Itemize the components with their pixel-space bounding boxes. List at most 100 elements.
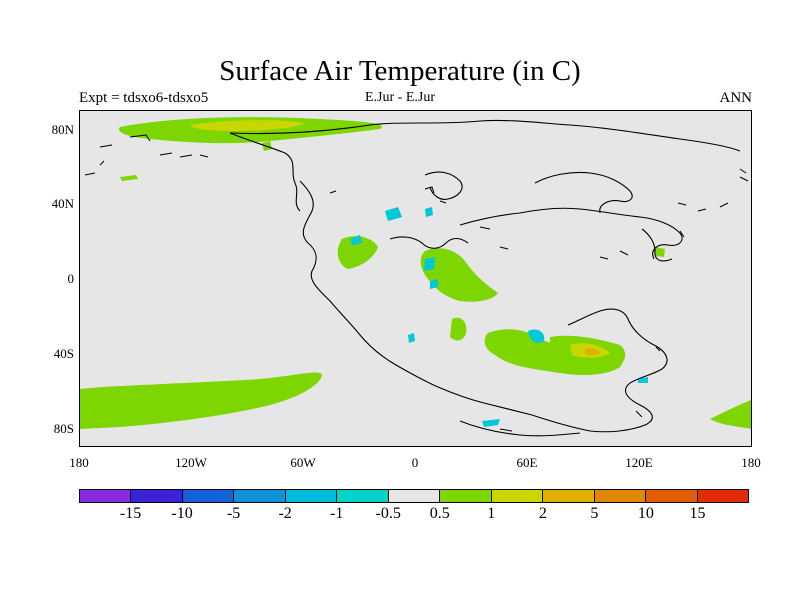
east-asia-patch xyxy=(655,247,665,257)
coast-tethys xyxy=(459,207,683,260)
southeast-band xyxy=(710,399,751,429)
cyan-patch-7 xyxy=(482,419,500,427)
island-23 xyxy=(499,428,513,432)
colorbar-label-5: -0.5 xyxy=(375,505,401,522)
colorbar-box-10 xyxy=(594,490,647,502)
island-10 xyxy=(439,200,447,204)
coast-north-america-east xyxy=(229,132,301,212)
island-20 xyxy=(739,176,749,182)
anomaly-orange-regions xyxy=(585,348,600,356)
colorbar-box-2 xyxy=(182,490,235,502)
southern-orange-core xyxy=(585,348,600,356)
cyan-patch-2 xyxy=(425,207,433,217)
colorbar-label-11: 15 xyxy=(689,505,706,522)
island-6 xyxy=(84,172,96,176)
colorbar-label-10: 10 xyxy=(637,505,654,522)
colorbar-box-5 xyxy=(337,490,389,502)
lon-tick-180w: 180 xyxy=(69,455,89,470)
coast-east-asia xyxy=(641,228,673,262)
colorbar-label-2: -5 xyxy=(226,505,241,522)
lat-tick-80n: 80N xyxy=(51,122,74,137)
coast-pangea-south xyxy=(531,308,668,433)
anomaly-green-regions xyxy=(80,117,751,429)
lon-tick-0: 0 xyxy=(411,455,419,470)
lon-tick-60w: 60W xyxy=(290,455,316,470)
central-patch xyxy=(337,236,378,269)
island-1 xyxy=(99,144,113,148)
colorbar-box-6 xyxy=(388,490,441,502)
island-3 xyxy=(159,152,173,156)
cyan-patch-9 xyxy=(430,279,438,289)
lon-tick-180e: 180 xyxy=(741,455,761,470)
colorbar-label-1: -10 xyxy=(171,505,193,522)
coast-pangea-west xyxy=(299,180,533,416)
cyan-patch-1 xyxy=(385,207,402,221)
colorbar-label-9: 5 xyxy=(590,505,599,522)
islands xyxy=(84,134,749,432)
island-7 xyxy=(99,160,105,166)
coast-gulf xyxy=(389,236,469,249)
island-15 xyxy=(719,202,729,208)
coast-antarctic-rim xyxy=(459,420,581,437)
colorbar-box-1 xyxy=(131,490,183,502)
plot-title: Surface Air Temperature (in C) xyxy=(219,55,581,87)
coast-interior-north xyxy=(424,171,463,200)
lat-tick-80s: 80S xyxy=(53,421,74,436)
anomaly-yellow-regions xyxy=(190,120,610,358)
map-svg xyxy=(80,117,751,437)
island-8 xyxy=(329,190,337,194)
colorbar xyxy=(79,489,749,503)
colorbar-box-11 xyxy=(646,490,698,502)
lon-tick-60e: 60E xyxy=(516,455,538,470)
island-18 xyxy=(619,250,629,256)
colorbar-label-7: 1 xyxy=(487,505,496,522)
colorbar-box-3 xyxy=(234,490,286,502)
island-13 xyxy=(677,202,687,206)
island-4 xyxy=(179,154,193,158)
arctic-yellow-core xyxy=(190,120,305,131)
equatorial-blob xyxy=(420,248,498,302)
cyan-patch-3 xyxy=(350,235,362,245)
island-16 xyxy=(679,230,685,238)
island-5 xyxy=(199,154,209,158)
colorbar-label-4: -1 xyxy=(330,505,344,522)
south-atlantic-patch xyxy=(450,317,467,341)
experiment-label: Expt = tdsxo6-tdsxo5 xyxy=(79,90,209,106)
island-12 xyxy=(499,246,509,250)
colorbar-box-0 xyxy=(80,490,132,502)
lon-tick-120w: 120W xyxy=(175,455,207,470)
colorbar-label-6: 0.5 xyxy=(429,505,450,522)
lat-tick-0: 0 xyxy=(67,271,75,286)
colorbar-box-12 xyxy=(697,490,749,502)
period-label: E.Jur - E.Jur xyxy=(365,90,435,105)
cyan-patch-4 xyxy=(424,257,435,271)
anomaly-cyan-regions xyxy=(350,207,648,427)
colorbar-label-0: -15 xyxy=(119,505,142,522)
island-9 xyxy=(424,186,435,194)
season-label: ANN xyxy=(719,90,753,106)
lat-tick-40n: 40N xyxy=(51,196,74,211)
colorbar-label-8: 2 xyxy=(538,505,547,522)
island-22 xyxy=(635,410,643,418)
colorbar-box-8 xyxy=(491,490,544,502)
lat-tick-40s: 40S xyxy=(53,346,74,361)
colorbar-label-3: -2 xyxy=(278,505,292,522)
island-14 xyxy=(697,208,707,212)
map-plot xyxy=(79,110,752,447)
cyan-patch-6 xyxy=(408,333,415,343)
lon-tick-120e: 120E xyxy=(625,455,653,470)
coastlines xyxy=(229,119,741,437)
island-21 xyxy=(655,346,661,352)
north-pacific-patch xyxy=(120,175,138,181)
colorbar-box-9 xyxy=(543,490,595,502)
colorbar-box-7 xyxy=(440,490,492,502)
cyan-patch-5 xyxy=(528,329,545,343)
island-19 xyxy=(739,168,747,174)
southern-pacific-band xyxy=(80,372,322,429)
coast-arctic xyxy=(229,119,741,152)
coast-cimmeria xyxy=(534,171,633,214)
colorbar-box-4 xyxy=(285,490,338,502)
island-11 xyxy=(479,226,491,230)
island-17 xyxy=(599,256,609,260)
island-2 xyxy=(129,134,151,142)
